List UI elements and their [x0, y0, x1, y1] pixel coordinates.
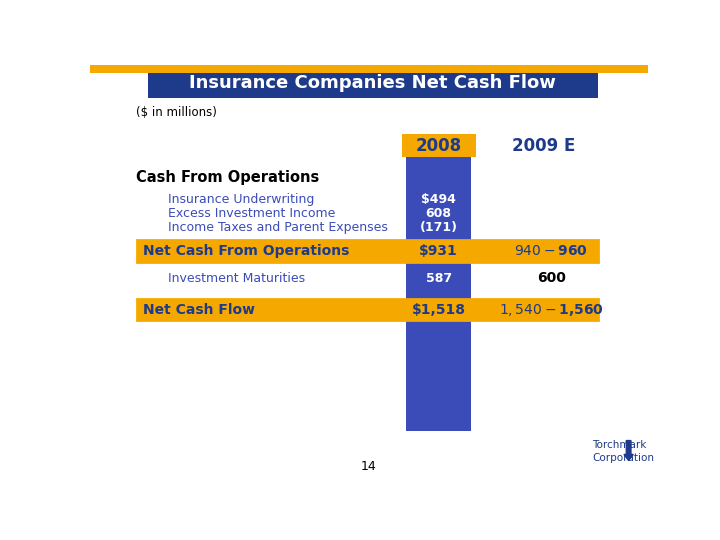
Text: ($ in millions): ($ in millions) — [137, 106, 217, 119]
Text: Investment Maturities: Investment Maturities — [168, 272, 305, 285]
Text: Torchmark
Corporation: Torchmark Corporation — [593, 440, 654, 463]
FancyArrow shape — [624, 441, 634, 461]
Text: 2009 E: 2009 E — [512, 137, 575, 154]
Bar — [90, 65, 648, 72]
Text: Income Taxes and Parent Expenses: Income Taxes and Parent Expenses — [168, 221, 387, 234]
Text: Excess Investment Income: Excess Investment Income — [168, 207, 335, 220]
Text: Cash From Operations: Cash From Operations — [137, 171, 320, 186]
Text: 600: 600 — [536, 271, 566, 285]
Bar — [507, 134, 580, 157]
Text: Net Cash From Operations: Net Cash From Operations — [143, 244, 349, 258]
Text: $940 - $960: $940 - $960 — [514, 244, 588, 258]
Text: $494: $494 — [421, 193, 456, 206]
Text: Net Cash Flow: Net Cash Flow — [143, 302, 255, 316]
Bar — [137, 299, 598, 320]
Text: $1,540 - $1,560: $1,540 - $1,560 — [499, 302, 603, 318]
Text: 14: 14 — [361, 460, 377, 473]
Text: (171): (171) — [420, 221, 458, 234]
Text: $1,518: $1,518 — [412, 302, 466, 316]
Text: $931: $931 — [419, 244, 458, 258]
Bar — [148, 69, 598, 98]
Bar — [406, 134, 472, 430]
Text: Insurance Underwriting: Insurance Underwriting — [168, 193, 314, 206]
Text: 587: 587 — [426, 272, 452, 285]
Text: 608: 608 — [426, 207, 451, 220]
Bar — [402, 134, 476, 157]
Text: Insurance Companies Net Cash Flow: Insurance Companies Net Cash Flow — [189, 75, 557, 92]
Bar — [137, 240, 598, 262]
Text: 2008: 2008 — [415, 137, 462, 154]
